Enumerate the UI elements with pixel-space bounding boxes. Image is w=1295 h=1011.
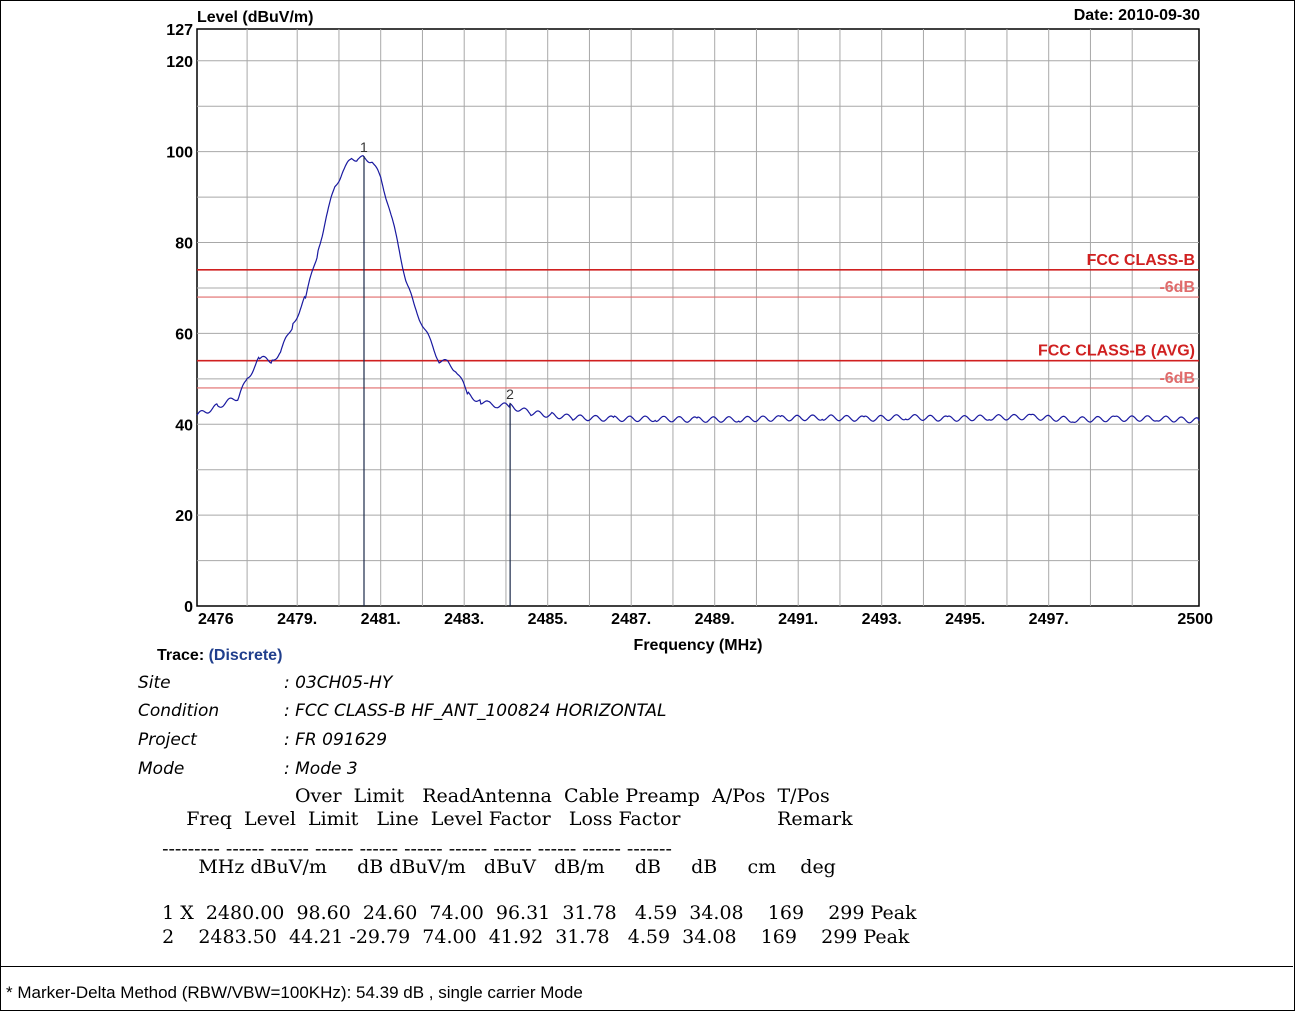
x-tick-label: 2500 [1177,611,1213,628]
x-tick-label: 2497. [1029,611,1069,628]
x-tick-label: 2479. [277,611,317,628]
marker-label: 1 [360,139,368,155]
trace-value: (Discrete) [208,647,283,664]
table-header-line2: Freq Level Limit Line Level Factor Loss … [150,808,853,830]
table-row: 1 X 2480.00 98.60 24.60 74.00 96.31 31.7… [150,902,917,924]
y-axis-label: Level (dBuV/m) [197,9,313,26]
limit-line-label: -6dB [1159,279,1195,296]
limit-line-label: FCC CLASS-B [1087,252,1195,269]
info-project-label: Project [138,730,197,750]
x-tick-label: 2491. [778,611,818,628]
limit-line-label: -6dB [1159,370,1195,387]
x-tick-label: 2485. [528,611,568,628]
info-condition-value: : FCC CLASS-B HF_ANT_100824 HORIZONTAL [284,701,667,721]
y-tick-label: 80 [175,236,193,253]
info-condition-label: Condition [138,701,220,721]
x-tick-label: 2487. [611,611,651,628]
info-site-value: : 03CH05-HY [284,673,393,693]
trace-label-text: Trace: [157,647,205,664]
limit-line-label: FCC CLASS-B (AVG) [1038,343,1195,360]
x-tick-label: 2493. [862,611,902,628]
table-dashes: --------- ------ ------ ------ ------ --… [150,838,672,860]
y-tick-label: 127 [166,22,193,39]
y-tick-labels: 0 20 40 60 80 100 120 127 [166,22,193,616]
x-tick-label: 2495. [945,611,985,628]
x-tick-label: 2483. [444,611,484,628]
table-units: MHz dBuV/m dB dBuV/m dBuV dB/m dB dB cm … [150,856,836,878]
y-tick-label: 120 [166,54,193,71]
table-header-line1: Over Limit ReadAntenna Cable Preamp A/Po… [150,785,830,807]
footer-divider [0,966,1293,967]
x-axis-label: Frequency (MHz) [634,637,763,654]
info-project-value: : FR 091629 [284,730,388,750]
y-tick-label: 0 [184,599,193,616]
y-tick-label: 20 [175,508,193,525]
footnote: * Marker-Delta Method (RBW/VBW=100KHz): … [6,983,583,1002]
info-mode-value: : Mode 3 [284,759,358,779]
marker-label: 2 [506,386,514,402]
x-tick-label: 2489. [695,611,735,628]
x-tick-labels: 2476 2479. 2481. 2483. 2485. 2487. 2489. 2491. 2… [198,611,1213,628]
table-row: 2 2483.50 44.21 -29.79 74.00 41.92 31.78… [150,926,910,948]
x-tick-label: 2481. [361,611,401,628]
y-tick-label: 100 [166,145,193,162]
info-site-label: Site [138,673,171,693]
y-tick-label: 40 [175,417,193,434]
trace-label: Trace: (Discrete) [157,647,282,665]
markers: 12 [360,139,514,606]
x-tick-label: 2476 [198,611,234,628]
x-gridlines [246,29,1133,606]
info-mode-label: Mode [138,759,185,779]
y-tick-label: 60 [175,326,193,343]
chart-date: Date: 2010-09-30 [1074,7,1200,24]
